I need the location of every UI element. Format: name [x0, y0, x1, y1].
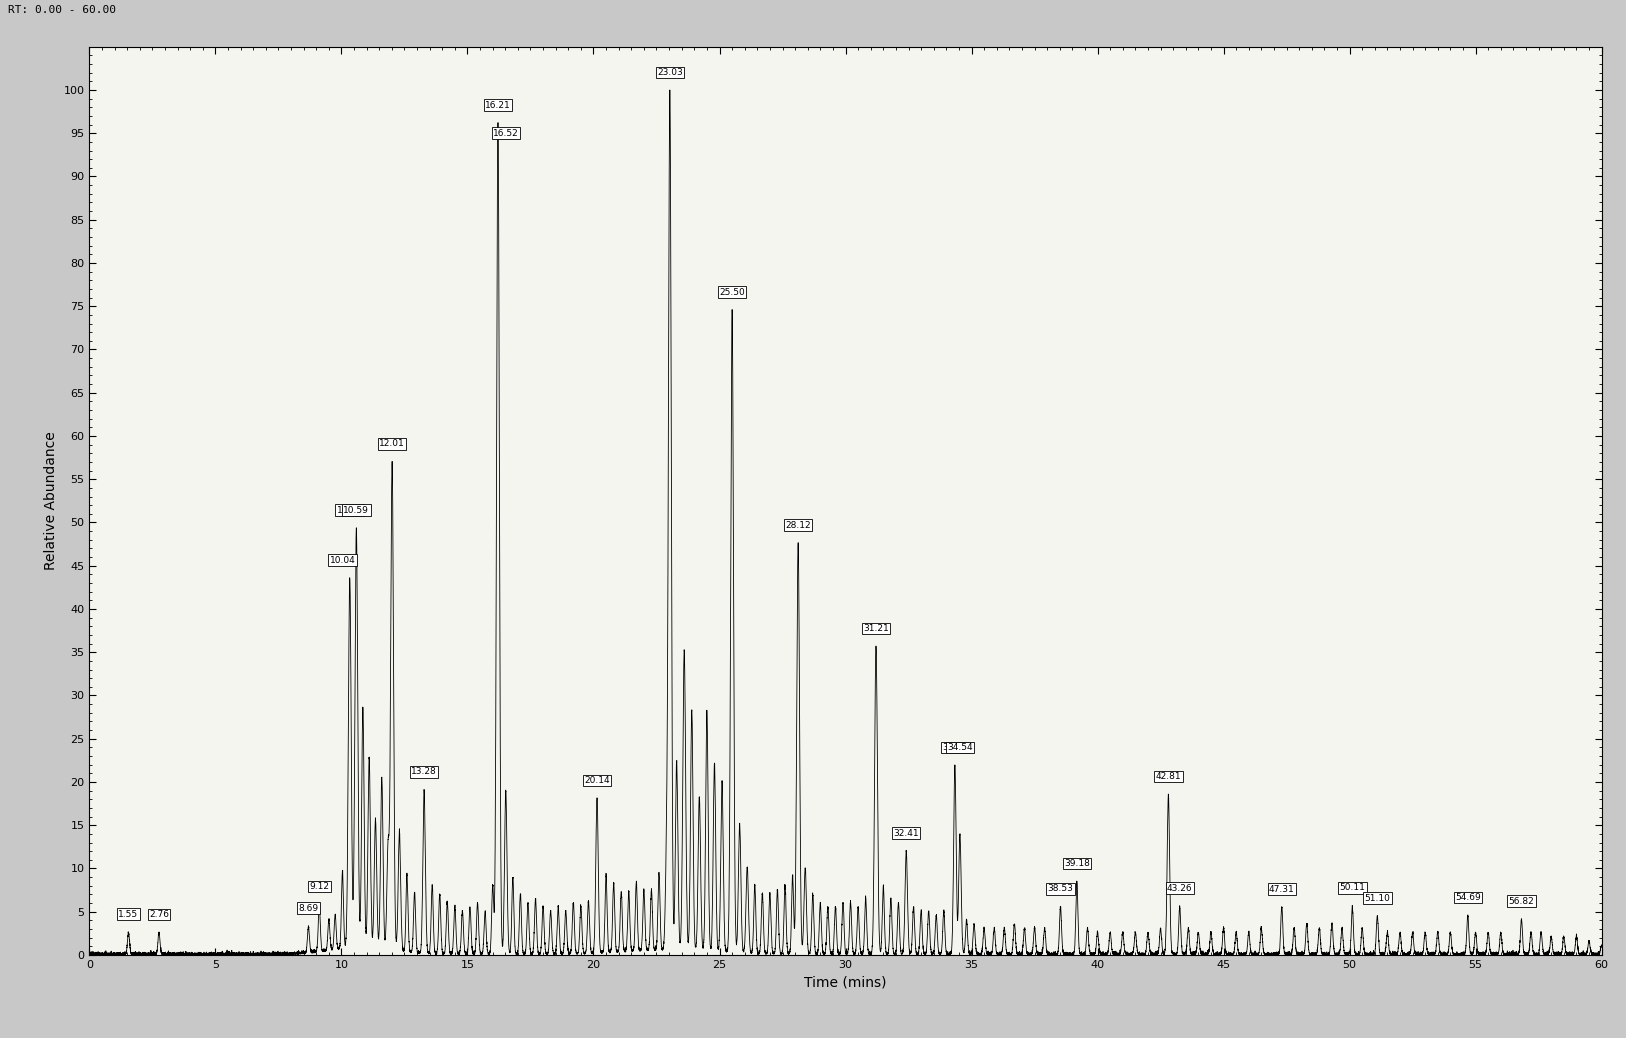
Text: 23.03: 23.03 — [657, 67, 683, 77]
Text: 10.04: 10.04 — [330, 555, 356, 565]
X-axis label: Time (mins): Time (mins) — [805, 976, 886, 989]
Text: 10.59: 10.59 — [343, 506, 369, 515]
Text: 50.11: 50.11 — [1340, 883, 1366, 893]
Text: 47.31: 47.31 — [1268, 884, 1294, 894]
Text: 12.01: 12.01 — [379, 439, 405, 448]
Text: 43.26: 43.26 — [1167, 883, 1192, 893]
Text: 2.76: 2.76 — [150, 910, 169, 919]
Text: 42.81: 42.81 — [1156, 772, 1180, 781]
Text: 1.55: 1.55 — [119, 910, 138, 919]
Text: 39.18: 39.18 — [1063, 859, 1089, 868]
Text: 25.50: 25.50 — [719, 288, 745, 297]
Text: 16.52: 16.52 — [493, 129, 519, 138]
Text: 38.53: 38.53 — [1047, 884, 1073, 894]
Text: 20.14: 20.14 — [584, 775, 610, 785]
Y-axis label: Relative Abundance: Relative Abundance — [44, 432, 59, 570]
Text: 34.34: 34.34 — [941, 743, 967, 752]
Text: 31.21: 31.21 — [863, 624, 889, 633]
Text: 54.69: 54.69 — [1455, 893, 1481, 902]
Text: 13.28: 13.28 — [411, 767, 437, 776]
Text: RT: 0.00 - 60.00: RT: 0.00 - 60.00 — [8, 5, 115, 16]
Text: 9.12: 9.12 — [309, 882, 330, 891]
Text: 10.33: 10.33 — [337, 506, 363, 515]
Text: 34.54: 34.54 — [946, 743, 972, 752]
Text: 8.69: 8.69 — [299, 904, 319, 912]
Text: 16.21: 16.21 — [485, 101, 511, 110]
Text: 32.41: 32.41 — [893, 828, 919, 838]
Text: 28.12: 28.12 — [785, 521, 811, 529]
Text: 56.82: 56.82 — [1509, 897, 1535, 906]
Text: 51.10: 51.10 — [1364, 894, 1390, 903]
